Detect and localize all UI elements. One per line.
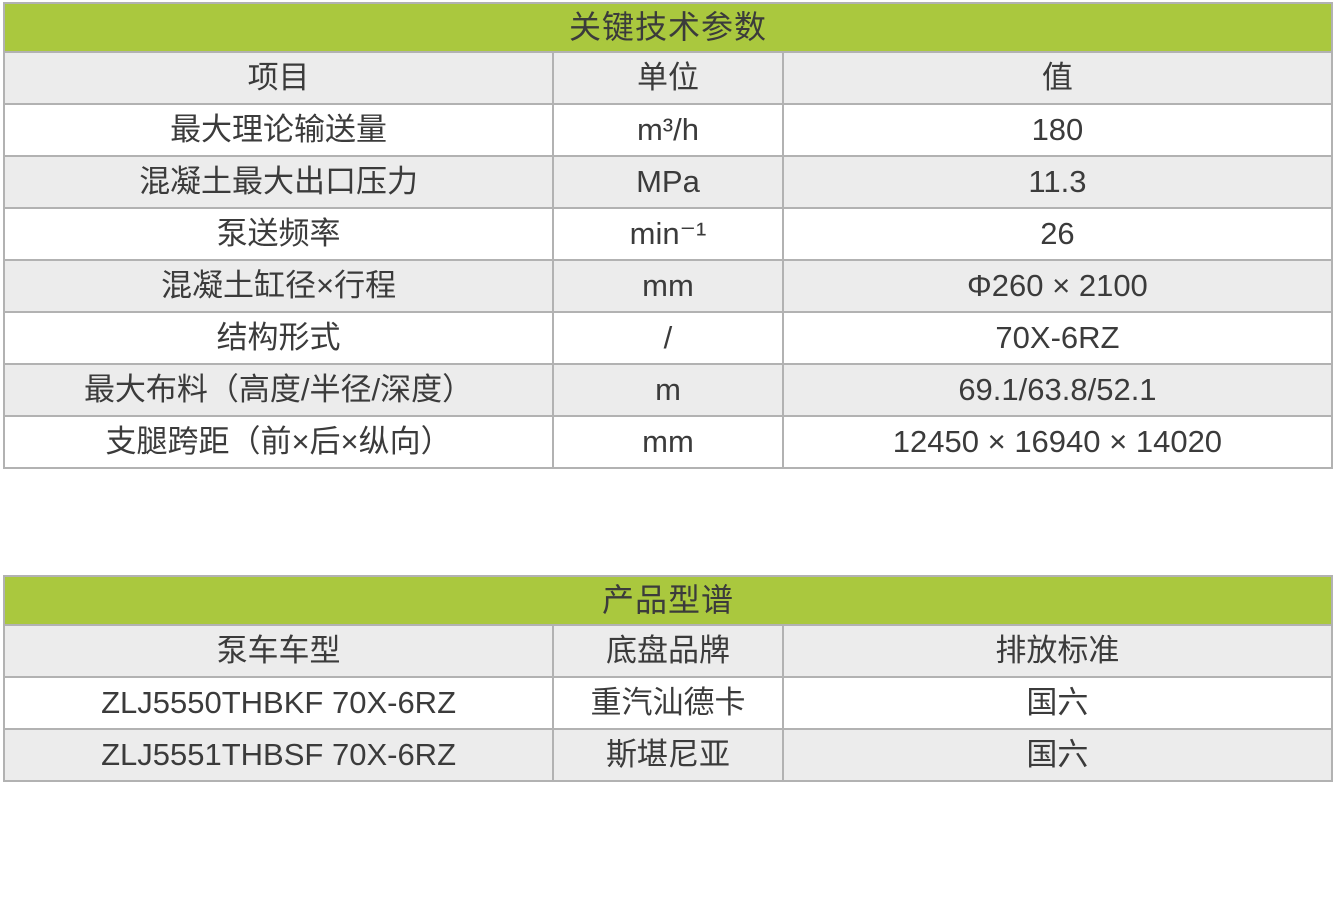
param-name: 混凝土最大出口压力 [2,155,555,209]
header-value: 值 [781,51,1334,105]
param-value: 12450 × 16940 × 14020 [781,415,1334,469]
param-unit: min⁻¹ [552,207,784,261]
table-row: ZLJ5550THBKF 70X-6RZ 重汽汕德卡 国六 [2,676,1334,730]
header-model: 泵车车型 [2,624,555,678]
header-unit: 单位 [552,51,784,105]
table-row: 泵送频率 min⁻¹ 26 [2,207,1334,261]
chassis-brand: 重汽汕德卡 [552,676,784,730]
table-row: 混凝土缸径×行程 mm Φ260 × 2100 [2,259,1334,313]
table-row: 最大布料（高度/半径/深度） m 69.1/63.8/52.1 [2,363,1334,417]
product-spectrum-table: 产品型谱 泵车车型 底盘品牌 排放标准 ZLJ5550THBKF 70X-6RZ… [2,575,1334,782]
param-name: 泵送频率 [2,207,555,261]
param-unit: mm [552,259,784,313]
header-chassis: 底盘品牌 [552,624,784,678]
param-name: 混凝土缸径×行程 [2,259,555,313]
param-unit: MPa [552,155,784,209]
key-parameters-header-row: 项目 单位 值 [2,51,1334,105]
param-value: 11.3 [781,155,1334,209]
param-name: 支腿跨距（前×后×纵向） [2,415,555,469]
model-name: ZLJ5551THBSF 70X-6RZ [2,728,555,782]
param-value: 26 [781,207,1334,261]
param-name: 最大布料（高度/半径/深度） [2,363,555,417]
param-value: 69.1/63.8/52.1 [781,363,1334,417]
param-unit: mm [552,415,784,469]
table-row: 支腿跨距（前×后×纵向） mm 12450 × 16940 × 14020 [2,415,1334,469]
emission-standard: 国六 [781,728,1334,782]
chassis-brand: 斯堪尼亚 [552,728,784,782]
param-value: 180 [781,103,1334,157]
header-emission: 排放标准 [781,624,1334,678]
key-parameters-table: 关键技术参数 项目 单位 值 最大理论输送量 m³/h 180 混凝土最大出口压… [2,2,1334,469]
product-spectrum-header-row: 泵车车型 底盘品牌 排放标准 [2,624,1334,678]
table-row: 最大理论输送量 m³/h 180 [2,103,1334,157]
table-row: 结构形式 / 70X-6RZ [2,311,1334,365]
param-name: 最大理论输送量 [2,103,555,157]
param-name: 结构形式 [2,311,555,365]
table-row: ZLJ5551THBSF 70X-6RZ 斯堪尼亚 国六 [2,728,1334,782]
key-parameters-title: 关键技术参数 [3,2,1333,53]
table-row: 混凝土最大出口压力 MPa 11.3 [2,155,1334,209]
product-spectrum-title-row: 产品型谱 [3,575,1333,626]
key-parameters-title-row: 关键技术参数 [3,2,1333,53]
param-unit: / [552,311,784,365]
param-value: 70X-6RZ [781,311,1334,365]
param-value: Φ260 × 2100 [781,259,1334,313]
header-item: 项目 [2,51,555,105]
emission-standard: 国六 [781,676,1334,730]
model-name: ZLJ5550THBKF 70X-6RZ [2,676,555,730]
product-spectrum-title: 产品型谱 [3,575,1333,626]
param-unit: m³/h [552,103,784,157]
param-unit: m [552,363,784,417]
tables-gap [0,469,1336,575]
